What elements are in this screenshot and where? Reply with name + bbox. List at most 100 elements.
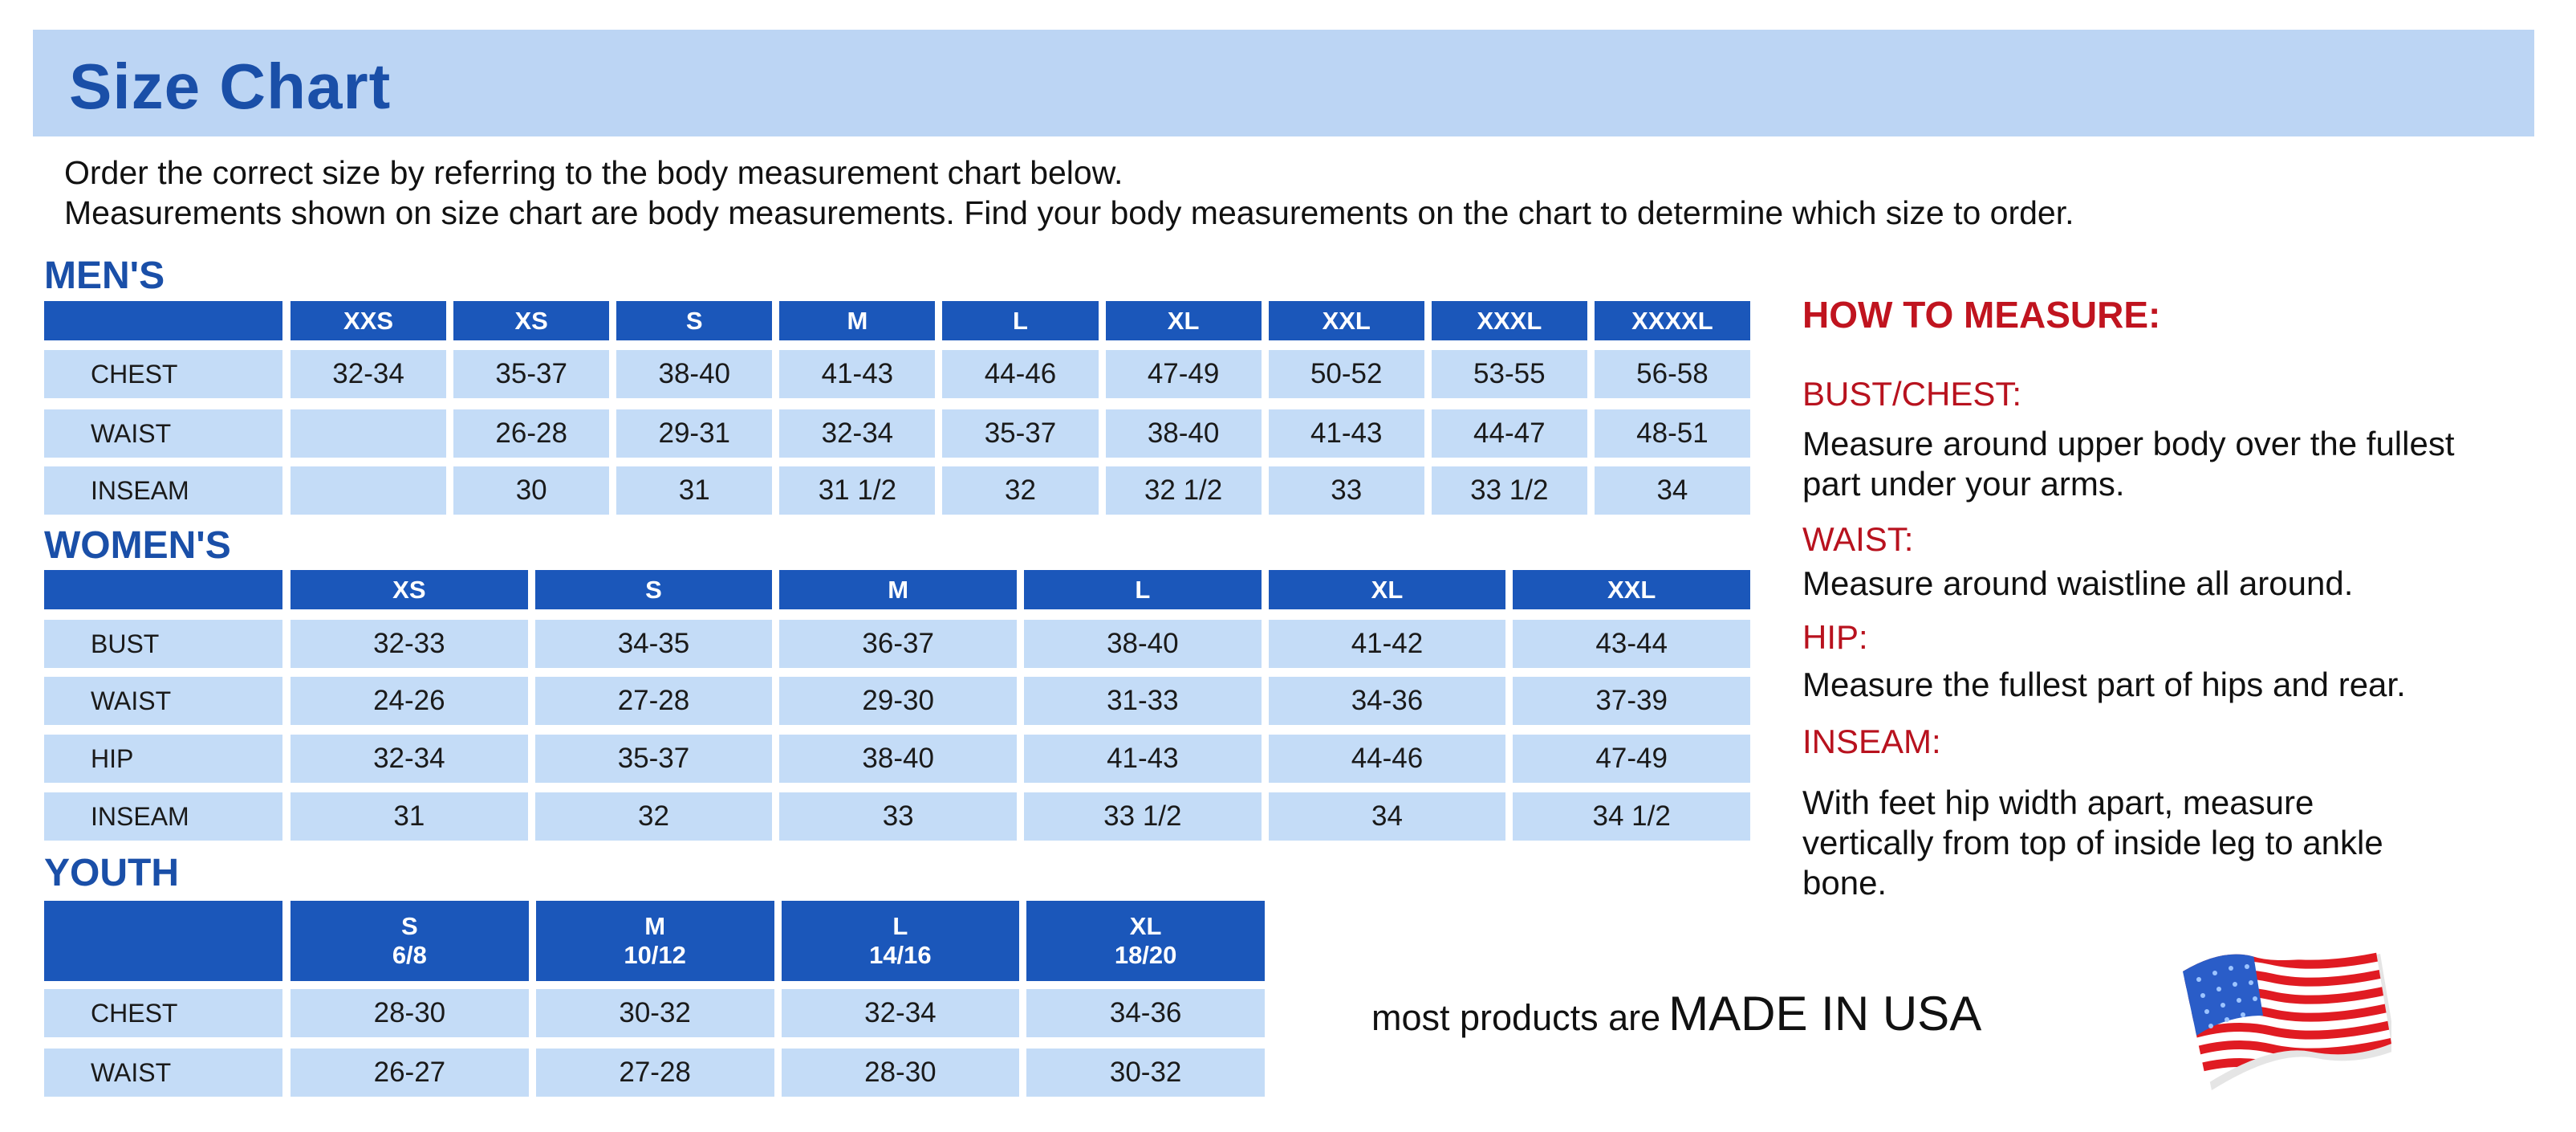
measurement-cell: 26-27 bbox=[291, 1049, 529, 1097]
youth-section-label: YOUTH bbox=[44, 852, 179, 894]
measurement-cell: 26-28 bbox=[453, 409, 610, 458]
size-header: XXS bbox=[291, 301, 447, 340]
us-flag-icon bbox=[2183, 947, 2391, 1090]
measurement-cell: 36-37 bbox=[779, 620, 1017, 668]
size-header: XXL bbox=[1513, 570, 1750, 609]
measurement-cell bbox=[291, 409, 447, 458]
row-label: INSEAM bbox=[44, 466, 282, 515]
hip-text: Measure the fullest part of hips and rea… bbox=[1802, 666, 2406, 703]
measurement-cell: 24-26 bbox=[291, 677, 528, 725]
size-header: XS bbox=[291, 570, 528, 609]
measurement-cell: 34 bbox=[1594, 466, 1750, 515]
measurement-cell: 34-36 bbox=[1268, 677, 1506, 725]
measurement-cell: 29-30 bbox=[779, 677, 1017, 725]
measurement-cell: 41-43 bbox=[779, 350, 936, 398]
row-label: HIP bbox=[44, 735, 282, 783]
waist-label: WAIST: bbox=[1802, 520, 1914, 558]
measurement-cell: 32-34 bbox=[291, 350, 447, 398]
measurement-cell: 37-39 bbox=[1513, 677, 1750, 725]
measurement-cell: 29-31 bbox=[616, 409, 773, 458]
measurement-cell: 35-37 bbox=[942, 409, 1099, 458]
row-label: WAIST bbox=[44, 1049, 282, 1097]
row-label: INSEAM bbox=[44, 792, 282, 841]
measurement-cell: 33 1/2 bbox=[1431, 466, 1587, 515]
made-in-usa: MADE IN USA bbox=[1668, 987, 1982, 1040]
measurement-cell: 41-43 bbox=[1268, 409, 1424, 458]
size-header: L 14/16 bbox=[781, 901, 1020, 981]
waist-text: Measure around waistline all around. bbox=[1802, 564, 2354, 602]
header-band bbox=[33, 30, 2534, 136]
size-header: XXXXL bbox=[1594, 301, 1750, 340]
page-title: Size Chart bbox=[69, 51, 392, 122]
measurement-cell: 50-52 bbox=[1268, 350, 1424, 398]
womens-section-label: WOMEN'S bbox=[44, 524, 231, 567]
measurement-cell: 31-33 bbox=[1024, 677, 1262, 725]
measurement-cell: 34 bbox=[1268, 792, 1506, 841]
size-header: XXL bbox=[1268, 301, 1424, 340]
size-header: XL 18/20 bbox=[1026, 901, 1265, 981]
size-header: M bbox=[779, 301, 936, 340]
measurement-cell: 34-35 bbox=[534, 620, 773, 668]
intro-line-1: Order the correct size by referring to t… bbox=[64, 154, 1123, 191]
bust-chest-text: Measure around upper body over the fulle… bbox=[1802, 425, 2455, 503]
size-header: S bbox=[616, 301, 773, 340]
measurement-cell: 32-34 bbox=[291, 735, 528, 783]
measurement-cell: 44-47 bbox=[1431, 409, 1587, 458]
made-in-prefix: most products are bbox=[1371, 997, 1661, 1038]
size-header: XL bbox=[1268, 570, 1506, 609]
measurement-cell: 32-33 bbox=[291, 620, 528, 668]
size-header: M 10/12 bbox=[535, 901, 774, 981]
measurement-cell: 30 bbox=[453, 466, 610, 515]
how-to-measure-heading: HOW TO MEASURE: bbox=[1802, 294, 2161, 336]
measurement-cell: 35-37 bbox=[534, 735, 773, 783]
made-in-usa-note: most products are MADE IN USA bbox=[1371, 986, 1981, 1041]
measurement-cell: 56-58 bbox=[1594, 350, 1750, 398]
row-label: CHEST bbox=[44, 989, 282, 1037]
measurement-cell: 41-43 bbox=[1024, 735, 1262, 783]
size-header: S bbox=[534, 570, 773, 609]
measurement-cell: 28-30 bbox=[291, 989, 529, 1037]
bust-chest-label: BUST/CHEST: bbox=[1802, 375, 2022, 413]
inseam-label: INSEAM: bbox=[1802, 723, 1941, 760]
measurement-cell: 30-32 bbox=[535, 989, 774, 1037]
measurement-cell: 32-34 bbox=[779, 409, 936, 458]
measurement-cell: 48-51 bbox=[1594, 409, 1750, 458]
size-header: XXXL bbox=[1431, 301, 1587, 340]
size-header: S 6/8 bbox=[291, 901, 529, 981]
measurement-cell: 31 bbox=[291, 792, 528, 841]
measurement-cell: 27-28 bbox=[534, 677, 773, 725]
measurement-cell: 27-28 bbox=[535, 1049, 774, 1097]
measurement-cell: 47-49 bbox=[1513, 735, 1750, 783]
measurement-cell: 34 1/2 bbox=[1513, 792, 1750, 841]
measurement-cell: 32 bbox=[534, 792, 773, 841]
measurement-cell: 38-40 bbox=[616, 350, 773, 398]
intro-line-2: Measurements shown on size chart are bod… bbox=[64, 194, 2074, 231]
measurement-cell: 44-46 bbox=[942, 350, 1099, 398]
measurement-cell: 53-55 bbox=[1431, 350, 1587, 398]
measurement-cell: 43-44 bbox=[1513, 620, 1750, 668]
measurement-cell: 38-40 bbox=[1024, 620, 1262, 668]
measurement-cell: 31 1/2 bbox=[779, 466, 936, 515]
mens-section-label: MEN'S bbox=[44, 254, 165, 297]
measurement-cell: 33 bbox=[1268, 466, 1424, 515]
measurement-cell: 31 bbox=[616, 466, 773, 515]
measurement-cell bbox=[291, 466, 447, 515]
measurement-cell: 30-32 bbox=[1026, 1049, 1265, 1097]
size-header: L bbox=[1024, 570, 1262, 609]
measurement-cell: 35-37 bbox=[453, 350, 610, 398]
measurement-cell: 33 1/2 bbox=[1024, 792, 1262, 841]
row-label: BUST bbox=[44, 620, 282, 668]
measurement-cell: 32 bbox=[942, 466, 1099, 515]
inseam-text: With feet hip width apart, measure verti… bbox=[1802, 784, 2383, 902]
table-header-corner bbox=[44, 901, 282, 981]
table-header-corner bbox=[44, 301, 282, 340]
table-header-corner bbox=[44, 570, 282, 609]
measurement-cell: 38-40 bbox=[779, 735, 1017, 783]
measurement-cell: 28-30 bbox=[781, 1049, 1020, 1097]
measurement-cell: 41-42 bbox=[1268, 620, 1506, 668]
size-header: M bbox=[779, 570, 1017, 609]
measurement-cell: 32 1/2 bbox=[1105, 466, 1262, 515]
size-header: XL bbox=[1105, 301, 1262, 340]
size-header: XS bbox=[453, 301, 610, 340]
